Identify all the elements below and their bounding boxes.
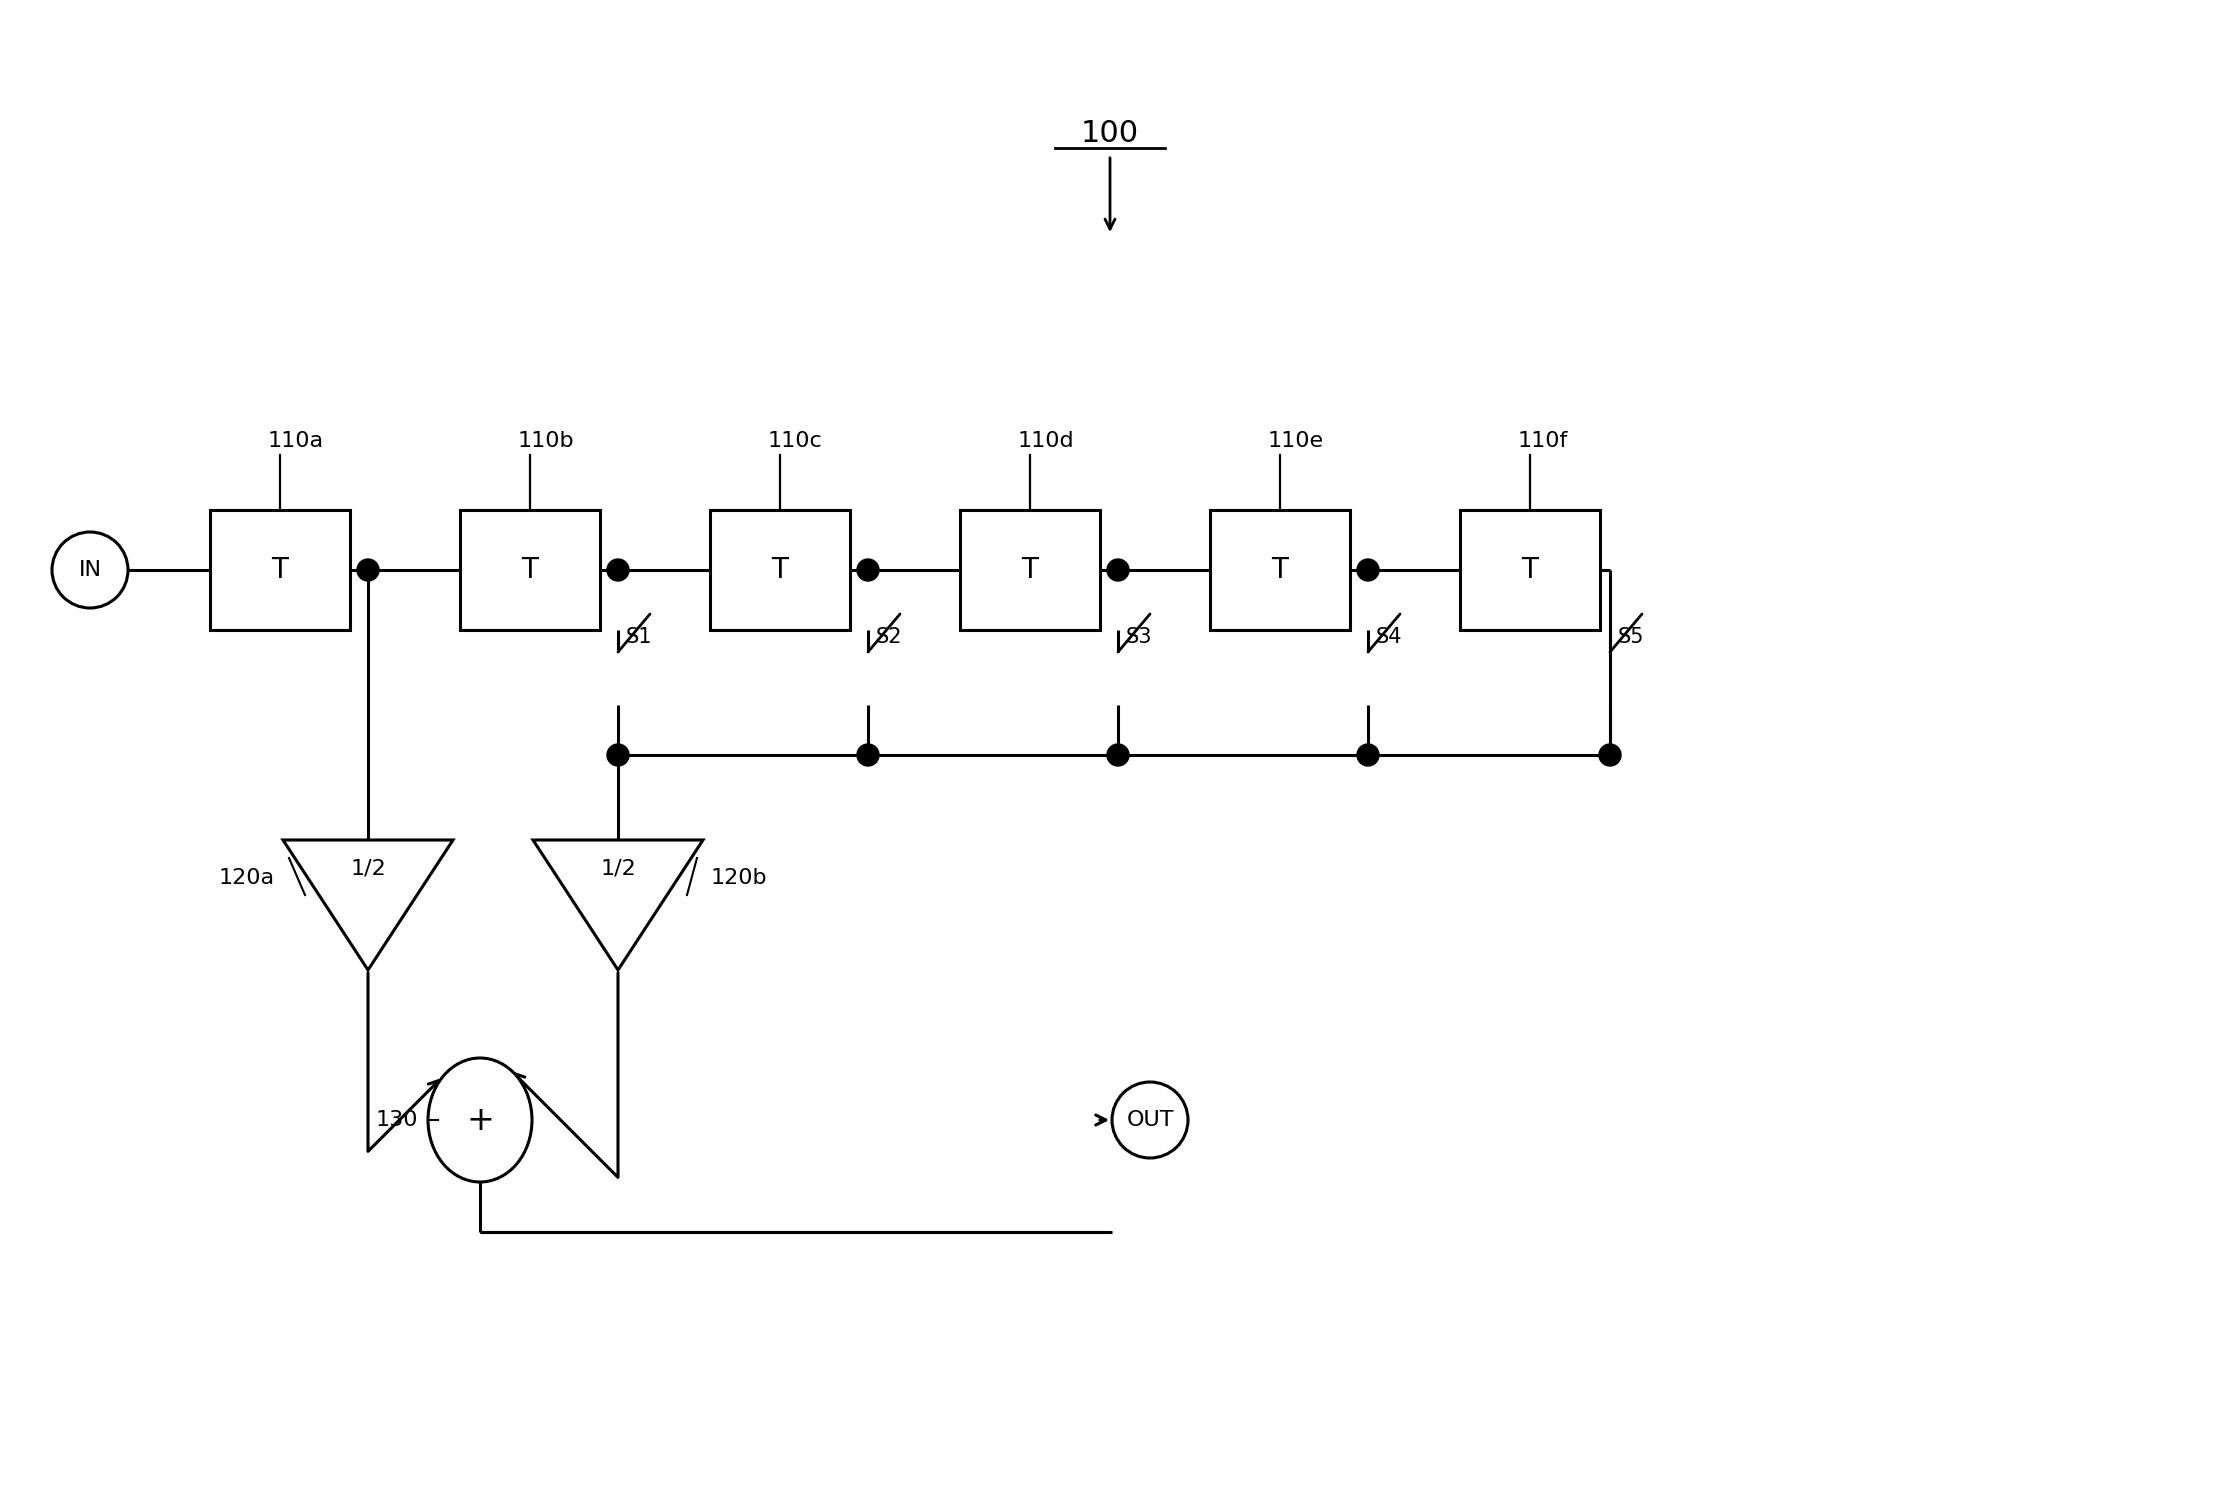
Circle shape bbox=[608, 744, 628, 766]
Circle shape bbox=[608, 559, 628, 581]
Circle shape bbox=[857, 559, 879, 581]
Polygon shape bbox=[284, 840, 453, 970]
Text: 120b: 120b bbox=[710, 869, 768, 888]
Circle shape bbox=[1358, 744, 1378, 766]
Text: 110d: 110d bbox=[1019, 431, 1074, 451]
Text: S2: S2 bbox=[877, 627, 903, 647]
Text: T: T bbox=[772, 556, 788, 584]
Text: 110c: 110c bbox=[768, 431, 823, 451]
Bar bbox=[459, 510, 599, 630]
Text: S5: S5 bbox=[1618, 627, 1644, 647]
Text: OUT: OUT bbox=[1127, 1110, 1174, 1129]
Text: T: T bbox=[1522, 556, 1538, 584]
Text: T: T bbox=[1021, 556, 1038, 584]
Text: S1: S1 bbox=[626, 627, 652, 647]
Text: 130: 130 bbox=[375, 1110, 417, 1129]
Bar bbox=[1209, 510, 1349, 630]
Text: 110e: 110e bbox=[1267, 431, 1325, 451]
Text: T: T bbox=[271, 556, 288, 584]
Circle shape bbox=[1107, 559, 1129, 581]
Text: 110b: 110b bbox=[517, 431, 575, 451]
Text: T: T bbox=[521, 556, 539, 584]
Text: S4: S4 bbox=[1376, 627, 1402, 647]
Text: T: T bbox=[1271, 556, 1289, 584]
Text: +: + bbox=[466, 1104, 495, 1137]
Text: IN: IN bbox=[78, 560, 102, 580]
Bar bbox=[1460, 510, 1600, 630]
Text: 1/2: 1/2 bbox=[351, 858, 386, 878]
Polygon shape bbox=[533, 840, 703, 970]
Circle shape bbox=[857, 744, 879, 766]
Text: 110f: 110f bbox=[1518, 431, 1569, 451]
Bar bbox=[961, 510, 1101, 630]
Circle shape bbox=[1600, 744, 1622, 766]
Circle shape bbox=[357, 559, 379, 581]
Ellipse shape bbox=[428, 1058, 533, 1182]
Text: 110a: 110a bbox=[268, 431, 324, 451]
Bar bbox=[211, 510, 351, 630]
Bar bbox=[710, 510, 850, 630]
Circle shape bbox=[1358, 559, 1378, 581]
Text: 120a: 120a bbox=[220, 869, 275, 888]
Text: 100: 100 bbox=[1081, 119, 1138, 148]
Text: S3: S3 bbox=[1125, 627, 1152, 647]
Text: 1/2: 1/2 bbox=[599, 858, 637, 878]
Circle shape bbox=[1107, 744, 1129, 766]
